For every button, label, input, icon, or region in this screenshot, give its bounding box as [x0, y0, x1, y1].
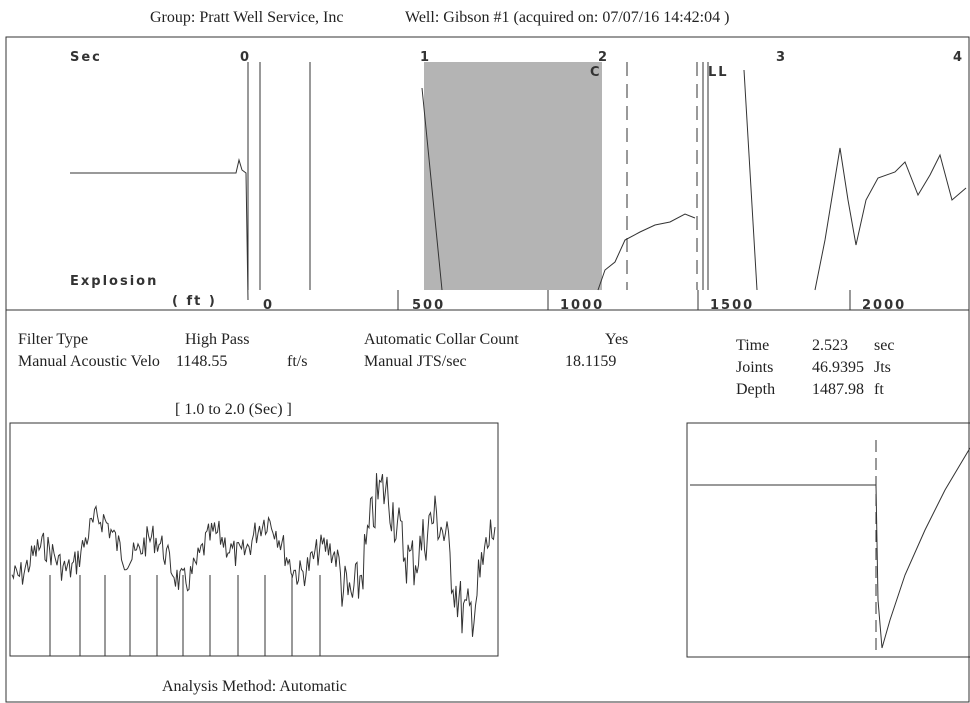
- label: Manual JTS/sec: [364, 353, 467, 370]
- trace: [70, 69, 967, 301]
- value: Yes: [605, 331, 628, 348]
- marker: LL: [708, 65, 729, 80]
- footer: Analysis Method: Automatic: [162, 678, 347, 695]
- group: Group: Pratt Well Service, Inc: [150, 9, 343, 26]
- value: 1487.98: [812, 381, 864, 398]
- marker: C: [590, 65, 602, 80]
- event: Explosion: [70, 274, 158, 289]
- collars: [49, 575, 321, 656]
- well: Well: Gibson #1 (acquired on: 07/07/16 1…: [405, 9, 729, 26]
- time-tick: 3: [776, 50, 787, 65]
- depth-tick: 1000: [560, 298, 604, 313]
- value: 46.9395: [812, 359, 864, 376]
- unit: Jts: [874, 359, 891, 376]
- label: Time: [736, 337, 769, 354]
- value: High Pass: [185, 331, 249, 348]
- outer-frame: [5, 36, 970, 703]
- depth-tick: 2000: [862, 298, 906, 313]
- time-tick: 2: [598, 50, 609, 65]
- time-unit: Sec: [70, 50, 102, 65]
- label: Joints: [736, 359, 773, 376]
- selection: [424, 62, 602, 290]
- unit: ft: [874, 381, 884, 398]
- time-tick: 0: [240, 50, 251, 65]
- unit: sec: [874, 337, 894, 354]
- depth-tick: 0: [263, 298, 274, 313]
- echo-trace: [690, 447, 970, 649]
- window: [ 1.0 to 2.0 (Sec) ]: [175, 401, 292, 418]
- markers-lines: [247, 62, 851, 310]
- unit: ft/s: [287, 353, 307, 370]
- depth-unit: ( ft ): [172, 294, 217, 309]
- depth-tick: 500: [412, 298, 445, 313]
- zoom-frame: [9, 422, 499, 657]
- value: 2.523: [812, 337, 848, 354]
- label: Filter Type: [18, 331, 88, 348]
- depth-tick: 1500: [710, 298, 754, 313]
- time-tick: 1: [420, 50, 431, 65]
- echo-frame: [686, 422, 970, 658]
- time-tick: 4: [953, 50, 964, 65]
- zoom-trace: [11, 473, 496, 637]
- value: 18.1159: [565, 353, 616, 370]
- label: Manual Acoustic Velo: [18, 353, 160, 370]
- label: Depth: [736, 381, 775, 398]
- value: 1148.55: [176, 353, 227, 370]
- label: Automatic Collar Count: [364, 331, 519, 348]
